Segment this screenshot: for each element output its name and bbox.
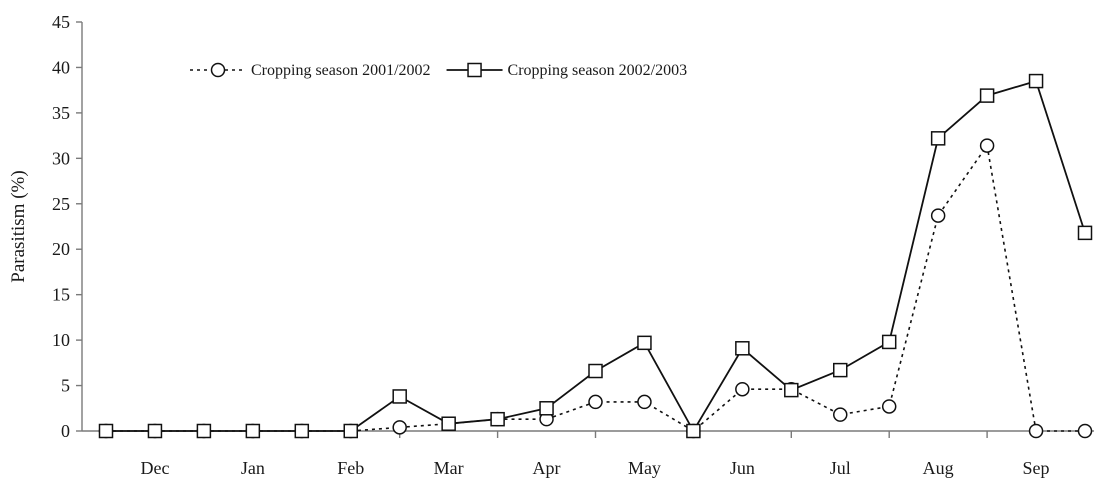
y-tick-label: 25 xyxy=(52,194,70,214)
data-point xyxy=(441,416,456,431)
legend-marker xyxy=(210,62,226,78)
y-axis-label: Parasitism (%) xyxy=(8,170,29,282)
data-point xyxy=(1077,423,1093,439)
y-tick-label: 45 xyxy=(52,12,70,32)
data-point xyxy=(343,423,358,439)
legend: Cropping season 2001/2002 Cropping season… xyxy=(190,62,687,79)
data-point xyxy=(735,381,750,397)
x-tick-label: Jun xyxy=(730,458,755,478)
data-point xyxy=(147,423,163,439)
x-tick-label: Apr xyxy=(533,458,561,478)
y-tick-label: 35 xyxy=(52,103,70,123)
legend-label: Cropping season 2002/2003 xyxy=(508,62,688,79)
data-point xyxy=(1077,225,1093,241)
data-point xyxy=(881,399,897,414)
x-tick-label: May xyxy=(628,458,661,478)
data-point xyxy=(588,363,603,379)
data-point xyxy=(294,423,310,439)
data-point xyxy=(979,138,995,153)
data-point xyxy=(539,401,554,416)
data-point xyxy=(1028,73,1044,89)
y-tick-label: 5 xyxy=(61,376,70,396)
axes xyxy=(81,22,1094,432)
series-2 xyxy=(98,73,1093,439)
data-point xyxy=(735,341,750,356)
data-point xyxy=(490,411,505,427)
x-tick-label: Feb xyxy=(337,458,364,478)
legend-marker xyxy=(467,62,482,78)
x-tick-label: Mar xyxy=(434,458,464,478)
data-point xyxy=(930,131,946,146)
data-point xyxy=(637,335,652,351)
legend-item: Cropping season 2002/2003 xyxy=(446,62,688,79)
data-point xyxy=(637,394,652,410)
x-tick-label: Dec xyxy=(140,458,169,478)
data-point xyxy=(1028,423,1044,439)
x-tick-label: Aug xyxy=(923,458,954,478)
data-point xyxy=(833,407,848,422)
data-point xyxy=(979,88,995,103)
legend-item: Cropping season 2001/2002 xyxy=(190,62,431,79)
data-point xyxy=(392,389,407,404)
x-tick-label: Sep xyxy=(1023,458,1050,478)
y-tick-label: 0 xyxy=(61,421,70,441)
y-tick-labels: 0 5 10 15 20 25 30 35 40 45 xyxy=(52,12,82,441)
data-point xyxy=(784,382,799,398)
data-point xyxy=(881,334,897,350)
y-tick-label: 30 xyxy=(52,148,70,168)
data-point xyxy=(245,423,261,439)
data-point xyxy=(588,394,603,410)
y-tick-label: 40 xyxy=(52,57,70,77)
x-tick-label: Jul xyxy=(830,458,851,478)
x-tick-label: Jan xyxy=(241,458,265,478)
y-tick-label: 20 xyxy=(52,239,70,259)
legend-label: Cropping season 2001/2002 xyxy=(251,62,431,79)
series xyxy=(98,73,1093,439)
data-point xyxy=(686,423,701,439)
data-point xyxy=(392,420,407,435)
series-1 xyxy=(98,138,1093,439)
data-point xyxy=(98,423,114,439)
data-point xyxy=(930,208,946,223)
data-point xyxy=(196,423,212,439)
data-point xyxy=(833,362,848,378)
y-tick-label: 10 xyxy=(52,330,70,350)
y-tick-label: 15 xyxy=(52,285,70,305)
series-line xyxy=(106,143,1085,432)
